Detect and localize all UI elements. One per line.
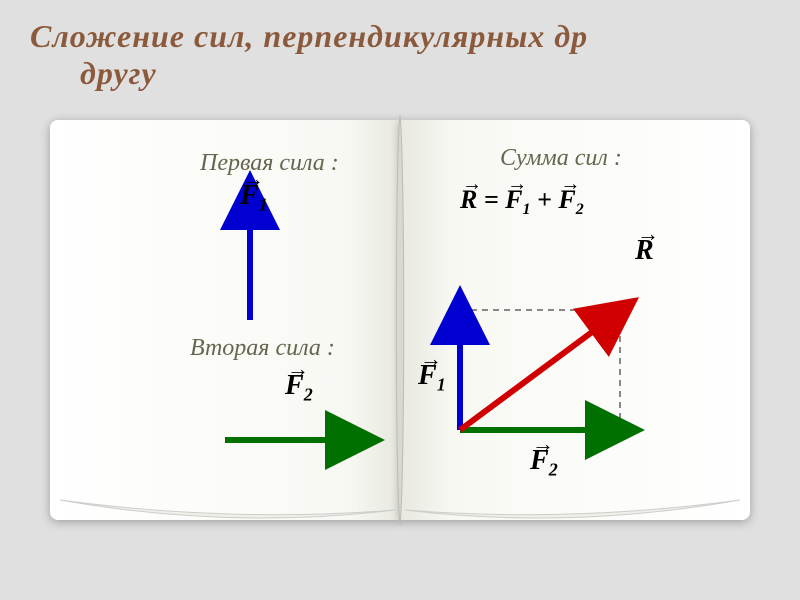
title-line-1: Сложение сил, перпендикулярных др [30, 18, 588, 55]
vector-arrow-icon: → [420, 346, 442, 372]
f2-diagram-label: → F2 [530, 445, 558, 481]
page-curl-right [400, 495, 750, 535]
vector-arrow-icon: → [532, 431, 554, 457]
page-left: Первая сила : → F1 Вторая сила : → [50, 120, 400, 520]
page-curl-left [50, 495, 400, 535]
title-line-2: другу [80, 55, 588, 92]
second-force-arrow [50, 120, 400, 520]
f1-diagram-label: → F1 [418, 360, 446, 396]
book-spine [385, 115, 415, 525]
book-container: Первая сила : → F1 Вторая сила : → [50, 120, 750, 520]
vector-arrow-icon: → [637, 221, 659, 247]
slide-title: Сложение сил, перпендикулярных др другу [30, 18, 588, 92]
parallelogram-diagram [400, 120, 750, 520]
r-label: → R [635, 235, 654, 267]
page-right: Сумма сил : → R = → F1 + → F2 [400, 120, 750, 520]
open-book: Первая сила : → F1 Вторая сила : → [50, 120, 750, 520]
